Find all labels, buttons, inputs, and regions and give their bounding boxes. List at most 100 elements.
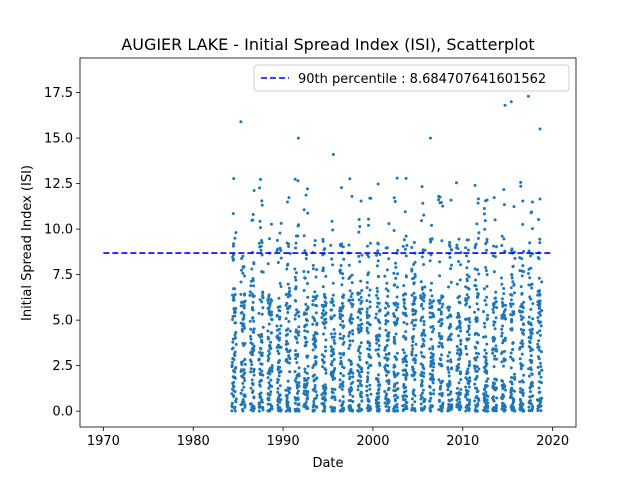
data-point <box>348 343 352 347</box>
data-point <box>529 368 533 372</box>
data-point <box>455 345 459 349</box>
data-point <box>338 351 342 355</box>
data-point <box>386 294 390 298</box>
data-point <box>341 319 345 323</box>
data-point <box>261 290 265 294</box>
data-point <box>323 247 327 251</box>
data-point <box>249 337 253 341</box>
data-point <box>464 409 468 413</box>
data-point <box>303 311 307 315</box>
data-point <box>287 244 291 248</box>
data-point <box>241 398 245 402</box>
data-point <box>258 335 262 339</box>
data-point <box>467 385 471 389</box>
data-point <box>473 366 477 370</box>
data-point <box>313 397 316 401</box>
data-point <box>241 271 245 275</box>
data-point <box>502 357 506 361</box>
data-point <box>484 364 488 368</box>
data-point <box>356 369 360 373</box>
data-point <box>285 347 289 351</box>
data-point <box>501 364 505 368</box>
data-point <box>429 356 433 360</box>
data-point <box>359 326 363 330</box>
data-point <box>323 404 327 408</box>
data-point <box>279 256 283 260</box>
data-point <box>485 240 489 244</box>
data-point <box>365 244 369 248</box>
data-point <box>366 366 370 370</box>
data-point <box>440 321 444 325</box>
data-point <box>293 177 297 181</box>
data-point <box>384 246 388 250</box>
data-point <box>457 402 461 406</box>
data-point <box>320 401 324 405</box>
data-point <box>475 302 479 306</box>
data-point <box>277 359 281 363</box>
data-point <box>522 328 526 332</box>
data-point <box>322 318 326 322</box>
data-point <box>527 249 531 253</box>
data-point <box>500 396 504 400</box>
data-point <box>403 247 407 251</box>
data-point <box>500 282 504 286</box>
data-point <box>231 357 235 361</box>
data-point <box>324 320 328 324</box>
data-point <box>467 327 471 331</box>
data-point <box>535 398 539 402</box>
data-point <box>360 399 364 403</box>
data-point <box>448 404 452 408</box>
data-point <box>483 325 487 329</box>
data-point <box>348 275 352 279</box>
data-point <box>393 355 397 359</box>
data-point <box>305 253 309 257</box>
data-point <box>261 270 265 274</box>
data-point <box>467 317 471 321</box>
data-point <box>521 345 524 349</box>
data-point <box>297 381 301 385</box>
data-point <box>351 329 355 333</box>
data-point <box>311 263 315 267</box>
data-point <box>358 344 362 348</box>
data-point <box>365 389 369 393</box>
data-point <box>508 302 512 306</box>
data-point <box>313 239 317 243</box>
data-point <box>357 373 361 377</box>
data-point <box>392 320 396 324</box>
data-point <box>421 307 425 311</box>
data-point <box>500 297 504 301</box>
data-point <box>404 254 408 258</box>
data-point <box>383 389 387 393</box>
y-axis-ticks: 0.0 2.5 5.0 7.5 10.0 12.5 15.0 17.5 <box>44 86 80 420</box>
data-point <box>331 228 335 232</box>
data-point <box>440 342 444 346</box>
data-point <box>288 304 292 308</box>
data-point <box>360 367 364 371</box>
x-tick-label: 2010 <box>446 434 479 449</box>
data-point <box>259 400 263 404</box>
data-point <box>485 362 489 366</box>
data-point <box>323 392 327 396</box>
data-point <box>266 329 270 333</box>
data-point <box>500 360 504 364</box>
data-point <box>413 309 417 313</box>
data-point <box>341 380 345 384</box>
data-point <box>465 273 469 277</box>
data-point <box>376 408 380 412</box>
data-point <box>438 392 442 396</box>
x-tick-label: 1990 <box>267 434 300 449</box>
data-point <box>250 292 254 296</box>
data-point <box>457 357 461 361</box>
data-point <box>503 336 507 340</box>
data-point <box>269 297 273 301</box>
data-point <box>338 399 342 403</box>
data-point <box>324 349 328 353</box>
data-point <box>385 344 389 348</box>
data-point <box>465 338 469 342</box>
data-point <box>339 264 343 268</box>
data-point <box>520 274 524 278</box>
data-point <box>512 205 516 209</box>
data-point <box>475 374 479 378</box>
data-point <box>311 348 315 352</box>
data-point <box>423 405 427 409</box>
